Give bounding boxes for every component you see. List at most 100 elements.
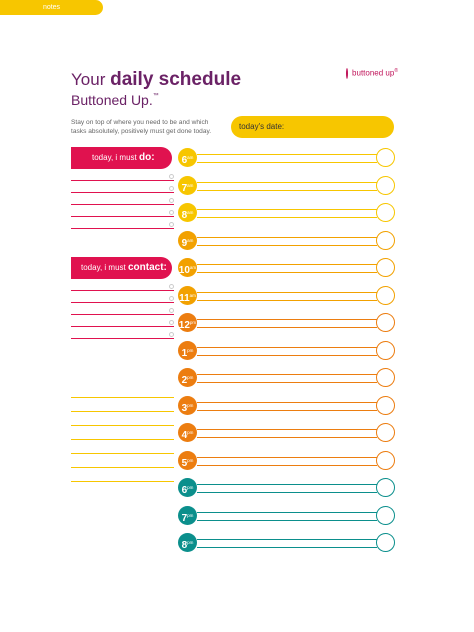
checkbox-icon[interactable] <box>169 174 174 179</box>
schedule-line[interactable] <box>197 374 377 375</box>
schedule-line[interactable] <box>197 354 377 356</box>
done-circle-icon[interactable] <box>376 203 395 222</box>
schedule-row[interactable]: 5pm <box>178 450 396 472</box>
schedule-line[interactable] <box>197 437 377 438</box>
brand-name: buttoned up <box>352 68 395 78</box>
done-circle-icon[interactable] <box>376 450 395 470</box>
schedule-row[interactable]: 7pm <box>178 505 396 527</box>
list-line[interactable] <box>71 210 174 217</box>
list-line[interactable] <box>71 222 174 229</box>
list-line[interactable] <box>71 308 174 315</box>
done-circle-icon[interactable] <box>376 533 395 552</box>
schedule-row[interactable]: 9am <box>178 230 396 252</box>
schedule-row[interactable]: 8am <box>178 203 396 224</box>
schedule-line[interactable] <box>197 484 377 485</box>
schedule-row[interactable]: 11am <box>178 285 396 307</box>
hour-number: 9 <box>181 237 188 249</box>
list-line[interactable] <box>71 411 174 412</box>
schedule-row[interactable]: 3pm <box>178 395 396 417</box>
schedule-row[interactable]: 7am <box>178 175 396 197</box>
checkbox-icon[interactable] <box>169 332 174 337</box>
schedule-row[interactable]: 2pm <box>178 368 396 389</box>
schedule-line[interactable] <box>197 547 377 548</box>
schedule-line[interactable] <box>197 162 377 163</box>
checkbox-icon[interactable] <box>169 186 174 191</box>
list-line[interactable] <box>71 467 174 468</box>
list-line[interactable] <box>71 284 174 291</box>
list-line[interactable] <box>71 174 174 181</box>
list-line[interactable] <box>71 296 174 303</box>
list-line[interactable] <box>71 481 174 482</box>
checkbox-icon[interactable] <box>169 222 174 227</box>
schedule-row[interactable]: 6am <box>178 148 396 169</box>
schedule-line[interactable] <box>197 464 377 466</box>
list-line[interactable] <box>71 320 174 327</box>
list-line[interactable] <box>71 397 174 398</box>
checkbox-icon[interactable] <box>169 320 174 325</box>
schedule-row[interactable]: 8pm <box>178 533 396 554</box>
schedule-line[interactable] <box>197 492 377 493</box>
registered-mark: ® <box>394 68 398 74</box>
checkbox-icon[interactable] <box>169 210 174 215</box>
schedule-line[interactable] <box>197 217 377 218</box>
hour-suffix: pm <box>187 512 194 518</box>
hour-number: 7 <box>181 512 188 524</box>
done-circle-icon[interactable] <box>376 148 395 167</box>
schedule-row[interactable]: 4pm <box>178 423 396 444</box>
schedule-line[interactable] <box>197 264 377 265</box>
schedule-line[interactable] <box>197 346 377 348</box>
done-circle-icon[interactable] <box>376 340 395 360</box>
schedule-line[interactable] <box>197 401 377 403</box>
done-circle-icon[interactable] <box>376 175 395 195</box>
list-line[interactable] <box>71 453 174 454</box>
done-circle-icon[interactable] <box>376 368 395 387</box>
schedule-line[interactable] <box>197 456 377 458</box>
done-circle-icon[interactable] <box>376 423 395 442</box>
schedule-line[interactable] <box>197 327 377 328</box>
todays-date-label: today's date: <box>239 122 285 131</box>
checkbox-icon[interactable] <box>169 296 174 301</box>
schedule-line[interactable] <box>197 181 377 183</box>
list-line[interactable] <box>71 332 174 339</box>
done-circle-icon[interactable] <box>376 258 395 277</box>
schedule-line[interactable] <box>197 519 377 521</box>
subtitle: Buttoned Up. <box>71 92 153 108</box>
schedule-row[interactable]: 10am <box>178 258 396 279</box>
schedule-row[interactable]: 1pm <box>178 340 396 362</box>
list-line[interactable] <box>71 198 174 205</box>
hour-badge: 5pm <box>178 450 197 470</box>
schedule-line[interactable] <box>197 429 377 430</box>
schedule-line[interactable] <box>197 154 377 155</box>
schedule-line[interactable] <box>197 539 377 540</box>
done-circle-icon[interactable] <box>376 395 395 415</box>
hour-badge: 7am <box>178 175 197 195</box>
list-line[interactable] <box>71 439 174 440</box>
schedule-row[interactable]: 12pm <box>178 313 396 334</box>
todays-date-field[interactable]: today's date: <box>231 116 394 138</box>
schedule-line[interactable] <box>197 299 377 301</box>
schedule-line[interactable] <box>197 291 377 293</box>
checkbox-icon[interactable] <box>169 198 174 203</box>
list-line[interactable] <box>71 425 174 426</box>
schedule-line[interactable] <box>197 244 377 246</box>
checkbox-icon[interactable] <box>169 308 174 313</box>
schedule-line[interactable] <box>197 272 377 273</box>
schedule-line[interactable] <box>197 236 377 238</box>
schedule-row[interactable]: 6pm <box>178 478 396 499</box>
schedule-line[interactable] <box>197 382 377 383</box>
done-circle-icon[interactable] <box>376 285 395 305</box>
schedule-line[interactable] <box>197 511 377 513</box>
list-line[interactable] <box>71 186 174 193</box>
schedule-line[interactable] <box>197 209 377 210</box>
done-circle-icon[interactable] <box>376 478 395 497</box>
schedule-line[interactable] <box>197 319 377 320</box>
hour-badge: 12pm <box>178 313 197 332</box>
done-circle-icon[interactable] <box>376 230 395 250</box>
hour-suffix: am <box>187 237 194 243</box>
schedule-line[interactable] <box>197 409 377 411</box>
schedule-line[interactable] <box>197 189 377 191</box>
done-circle-icon[interactable] <box>376 313 395 332</box>
done-circle-icon[interactable] <box>376 505 395 525</box>
checkbox-icon[interactable] <box>169 284 174 289</box>
hour-badge: 4pm <box>178 423 197 442</box>
